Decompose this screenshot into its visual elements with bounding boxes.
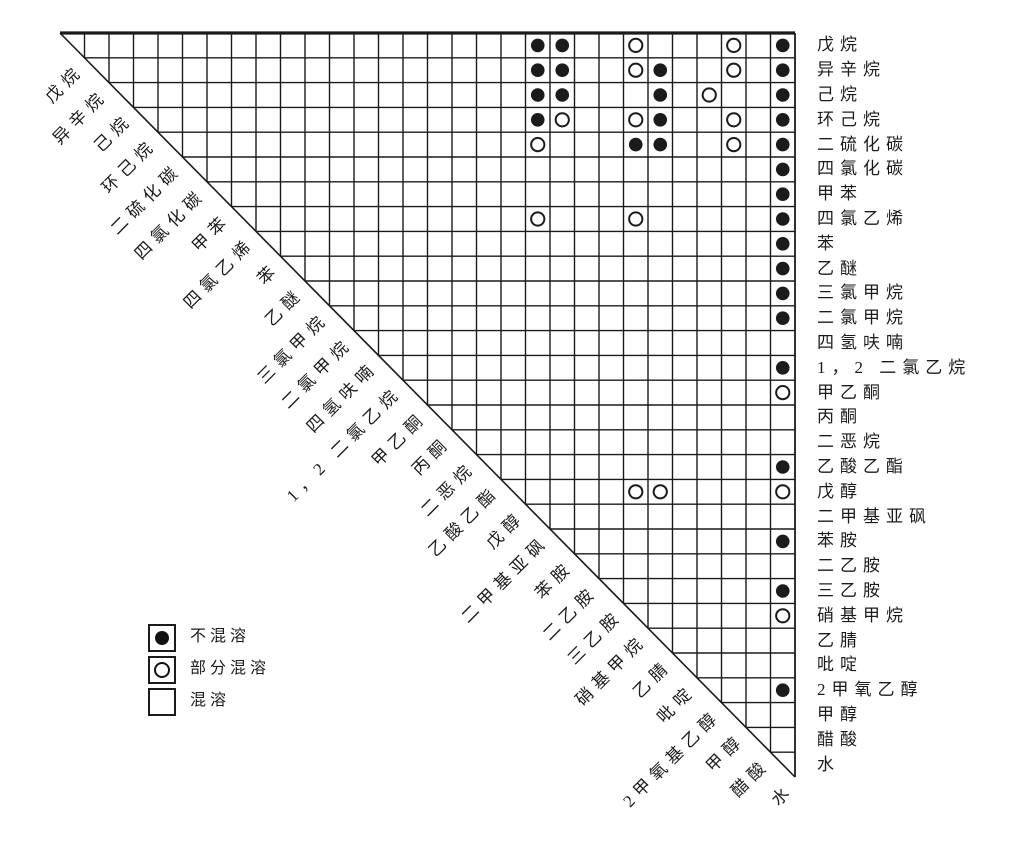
row-label-7: 甲苯 <box>817 184 863 204</box>
row-label-26: 吡啶 <box>817 655 863 675</box>
row-label-15: 甲乙酮 <box>817 382 886 402</box>
partially-miscible-marker <box>726 37 742 54</box>
row-label-3: 己烷 <box>817 85 863 104</box>
row-label-5: 二硫化碳 <box>817 134 909 154</box>
partially-miscible-marker <box>726 137 742 153</box>
immiscible-marker <box>653 137 668 152</box>
immiscible-marker <box>555 88 570 102</box>
legend-box <box>148 624 176 652</box>
immiscible-marker <box>775 237 790 251</box>
legend-box <box>148 656 176 684</box>
row-label-9: 苯 <box>817 233 840 253</box>
row-label-11: 三氯甲烷 <box>817 283 909 303</box>
immiscible-marker <box>775 286 790 301</box>
immiscible-marker <box>530 63 545 77</box>
immiscible-marker <box>653 88 668 102</box>
immiscible-marker <box>775 63 790 77</box>
immiscible-marker <box>775 584 790 598</box>
immiscible-marker <box>775 460 790 474</box>
row-label-23: 三乙胺 <box>817 581 886 600</box>
partially-miscible-marker <box>652 484 668 500</box>
partially-miscible-marker <box>775 484 791 500</box>
immiscible-marker <box>775 261 790 276</box>
immiscible-marker <box>775 88 790 102</box>
immiscible-marker <box>775 137 790 152</box>
row-label-28: 甲醇 <box>817 705 863 724</box>
partially-miscible-marker <box>530 211 546 227</box>
row-label-12: 二氯甲烷 <box>817 308 909 328</box>
partially-miscible-marker <box>628 211 644 227</box>
row-label-19: 戊醇 <box>817 481 863 501</box>
row-label-6: 四氯化碳 <box>817 159 909 179</box>
partially-miscible-marker <box>628 37 644 54</box>
partially-miscible-marker <box>775 608 791 624</box>
partially-miscible-marker <box>554 112 570 128</box>
row-label-16: 丙酮 <box>817 407 863 427</box>
row-label-2: 异辛烷 <box>817 60 886 80</box>
legend-box <box>148 688 176 716</box>
immiscible-marker <box>530 38 545 53</box>
row-label-18: 乙酸乙酯 <box>817 457 909 476</box>
row-label-1: 戊烷 <box>817 35 863 55</box>
legend-label: 不混溶 <box>190 628 251 645</box>
row-label-10: 乙醚 <box>817 258 863 278</box>
row-label-30: 水 <box>817 754 840 774</box>
immiscible-marker <box>775 187 790 201</box>
open-circle-icon <box>154 662 170 678</box>
partially-miscible-marker <box>726 112 742 128</box>
immiscible-marker <box>775 162 790 177</box>
row-label-27: 2甲氧乙醇 <box>817 680 924 700</box>
legend-label: 混溶 <box>190 692 231 709</box>
immiscible-marker <box>530 88 545 102</box>
row-label-20: 二甲基亚砜 <box>817 506 932 526</box>
row-label-29: 醋酸 <box>817 729 863 749</box>
row-label-4: 环己烷 <box>817 109 886 129</box>
immiscible-marker <box>775 113 790 127</box>
partially-miscible-marker <box>628 112 644 128</box>
legend-label: 部分混溶 <box>190 660 271 677</box>
row-label-17: 二恶烷 <box>817 432 886 452</box>
immiscible-marker <box>775 212 790 226</box>
immiscible-marker <box>775 311 790 326</box>
immiscible-marker <box>775 534 790 549</box>
partially-miscible-marker <box>775 385 791 401</box>
immiscible-marker <box>628 137 643 152</box>
diagonal-line <box>59 32 796 778</box>
row-label-22: 二乙胺 <box>817 556 886 576</box>
row-label-25: 乙腈 <box>817 630 863 650</box>
immiscible-marker <box>775 361 790 375</box>
row-label-13: 四氢呋喃 <box>817 333 909 352</box>
partially-miscible-marker <box>628 62 644 78</box>
immiscible-marker <box>530 113 545 127</box>
row-label-8: 四氯乙烯 <box>817 209 909 228</box>
partially-miscible-marker <box>701 87 717 103</box>
immiscible-marker <box>653 63 668 77</box>
immiscible-marker <box>555 63 570 77</box>
immiscible-marker <box>775 683 790 697</box>
row-label-21: 苯胺 <box>817 531 863 551</box>
immiscible-marker <box>775 38 790 53</box>
row-label-24: 硝基甲烷 <box>817 605 909 625</box>
partially-miscible-marker <box>726 62 742 78</box>
filled-circle-icon <box>155 631 169 645</box>
row-label-14: 1，2 二氯乙烷 <box>817 357 972 377</box>
immiscible-marker <box>653 113 668 127</box>
immiscible-marker <box>555 38 570 53</box>
partially-miscible-marker <box>530 137 546 153</box>
partially-miscible-marker <box>628 484 644 500</box>
